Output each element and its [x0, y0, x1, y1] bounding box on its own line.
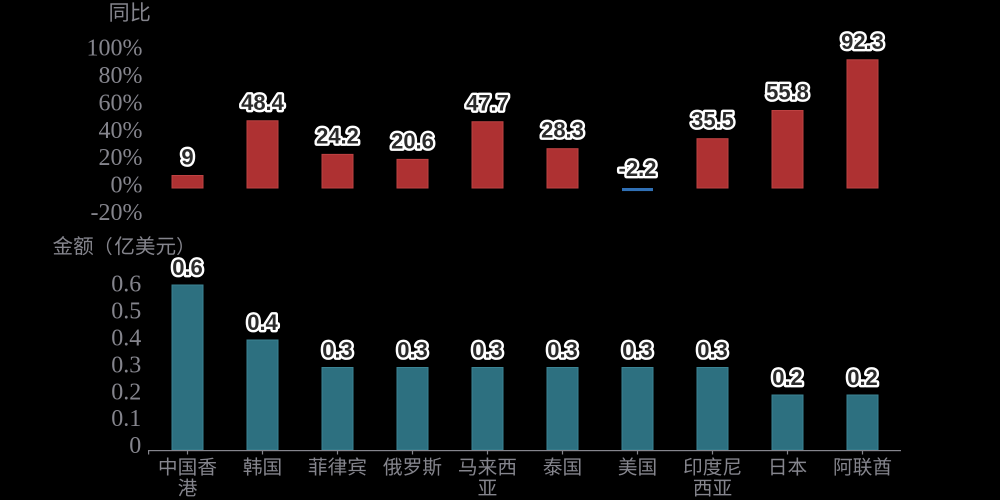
svg-text:35.5: 35.5 — [691, 108, 734, 133]
svg-text:0.3: 0.3 — [397, 338, 428, 363]
svg-text:92.3: 92.3 — [841, 29, 884, 54]
svg-text:20%: 20% — [99, 145, 143, 171]
svg-text:0.6: 0.6 — [172, 255, 203, 280]
svg-text:0.1: 0.1 — [111, 406, 141, 432]
svg-text:24.2: 24.2 — [316, 123, 359, 148]
svg-text:55.8: 55.8 — [766, 80, 809, 105]
svg-text:80%: 80% — [99, 63, 143, 89]
svg-text:-2.2: -2.2 — [619, 156, 657, 181]
svg-text:-20%: -20% — [91, 200, 143, 226]
svg-text:0.2: 0.2 — [772, 365, 803, 390]
svg-text:60%: 60% — [99, 90, 143, 116]
svg-text:0.2: 0.2 — [847, 365, 878, 390]
svg-text:48.4: 48.4 — [241, 90, 285, 115]
svg-text:0.3: 0.3 — [622, 338, 653, 363]
svg-text:28.3: 28.3 — [541, 118, 584, 143]
svg-text:0.6: 0.6 — [111, 272, 141, 298]
svg-text:20.6: 20.6 — [391, 128, 434, 153]
svg-text:0.3: 0.3 — [322, 338, 353, 363]
svg-text:0.3: 0.3 — [697, 338, 728, 363]
svg-text:0.2: 0.2 — [111, 379, 141, 405]
svg-text:40%: 40% — [99, 118, 143, 144]
svg-text:100%: 100% — [87, 36, 143, 62]
svg-text:0.3: 0.3 — [547, 338, 578, 363]
svg-text:0.3: 0.3 — [111, 352, 141, 378]
svg-text:0.4: 0.4 — [247, 310, 278, 335]
svg-text:0.3: 0.3 — [472, 338, 503, 363]
svg-text:0: 0 — [129, 433, 141, 459]
svg-text:9: 9 — [181, 145, 193, 170]
svg-text:47.7: 47.7 — [466, 91, 509, 116]
svg-text:0%: 0% — [111, 173, 143, 199]
svg-text:0.4: 0.4 — [111, 326, 141, 352]
svg-text:0.5: 0.5 — [111, 299, 141, 325]
